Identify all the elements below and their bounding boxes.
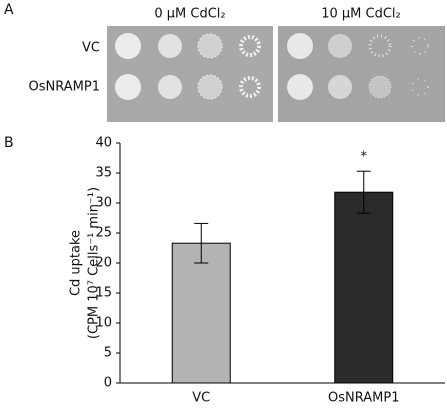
y-axis-label: Cd uptake bbox=[69, 230, 84, 296]
y-tick-label: 10 bbox=[95, 316, 112, 331]
annotation: * bbox=[361, 150, 368, 165]
y-tick-label: 30 bbox=[95, 196, 112, 211]
y-tick-label: 5 bbox=[104, 346, 112, 361]
y-axis-label: (CPM 10⁷ Cells⁻¹ min⁻¹) bbox=[87, 187, 102, 339]
x-tick-label: OsNRAMP1 bbox=[328, 391, 399, 406]
panel-label: A bbox=[4, 2, 14, 18]
y-tick-label: 40 bbox=[95, 136, 112, 151]
column-label: 10 μM CdCl₂ bbox=[321, 7, 401, 22]
panel-label: B bbox=[4, 135, 14, 151]
row-label: OsNRAMP1 bbox=[29, 80, 100, 95]
bar bbox=[334, 191, 394, 384]
y-tick-label: 35 bbox=[95, 166, 112, 181]
y-tick-label: 25 bbox=[95, 226, 112, 241]
row-label: VC bbox=[82, 41, 100, 56]
y-tick-label: 0 bbox=[104, 376, 112, 391]
y-tick-label: 15 bbox=[95, 286, 112, 301]
y-tick-label: 20 bbox=[95, 256, 112, 271]
x-tick-label: VC bbox=[192, 391, 210, 406]
column-label: 0 μM CdCl₂ bbox=[154, 7, 225, 22]
bar bbox=[171, 242, 231, 384]
spots bbox=[115, 33, 429, 100]
